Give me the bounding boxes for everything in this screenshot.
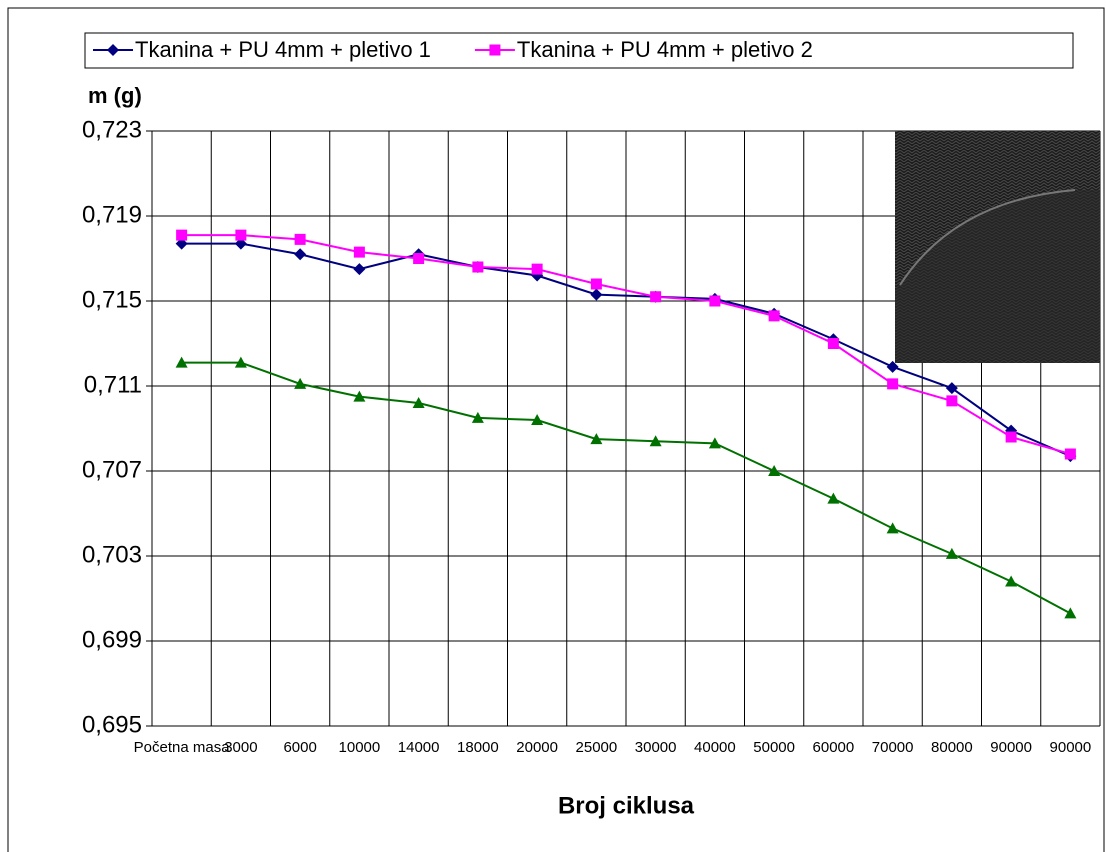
series <box>175 356 1077 619</box>
series-line <box>181 242 1071 458</box>
marker <box>294 233 306 245</box>
x-tick-label: 70000 <box>872 739 914 756</box>
series-line <box>181 234 1071 455</box>
marker <box>353 246 365 258</box>
y-tick-label: 0,715 <box>82 286 142 313</box>
marker <box>413 253 425 264</box>
marker <box>945 547 958 559</box>
x-tick-label: 10000 <box>339 739 381 756</box>
y-axis-label: m (g) <box>88 83 142 108</box>
marker <box>531 263 543 275</box>
marker <box>234 356 247 368</box>
marker <box>768 310 780 322</box>
marker <box>294 248 307 261</box>
marker <box>827 338 839 349</box>
marker <box>887 378 899 390</box>
x-tick-label: 80000 <box>931 739 973 756</box>
legend: Tkanina + PU 4mm + pletivo 1 Tkanina + PU… <box>93 37 813 62</box>
marker <box>590 433 603 445</box>
marker <box>353 263 366 276</box>
marker <box>708 437 721 449</box>
marker <box>590 278 602 290</box>
x-tick-label: 20000 <box>516 739 558 756</box>
marker <box>650 291 662 303</box>
x-tick-label: 40000 <box>694 739 736 756</box>
marker <box>489 44 501 56</box>
marker <box>1064 448 1076 460</box>
y-tick-label: 0,695 <box>82 711 142 738</box>
x-tick-label: 3000 <box>224 739 257 756</box>
series <box>176 229 1076 460</box>
x-axis-label: Broj ciklusa <box>558 792 695 819</box>
marker <box>827 492 840 504</box>
marker <box>176 229 188 241</box>
y-tick-label: 0,707 <box>82 456 142 483</box>
legend-label: Tkanina + PU 4mm + pletivo 2 <box>517 37 813 62</box>
marker <box>709 295 721 307</box>
x-tick-label: Početna masa <box>134 739 231 756</box>
marker <box>768 465 781 476</box>
marker <box>107 44 119 56</box>
y-tick-label: 0,699 <box>82 626 142 653</box>
y-tick-label: 0,703 <box>82 541 142 568</box>
y-tick-label: 0,723 <box>82 116 142 143</box>
y-tick-label: 0,719 <box>82 201 142 228</box>
marker <box>590 288 603 301</box>
legend-label: Tkanina + PU 4mm + pletivo 1 <box>135 37 431 62</box>
marker <box>945 382 958 395</box>
marker <box>649 435 662 447</box>
x-tick-label: 50000 <box>753 739 795 756</box>
legend-box <box>84 32 1074 69</box>
inset-photo <box>895 131 1100 363</box>
marker <box>472 261 484 273</box>
marker <box>175 356 188 368</box>
x-tick-label: 18000 <box>457 739 499 756</box>
marker <box>946 395 958 407</box>
series-line <box>181 361 1071 615</box>
marker <box>1005 431 1017 443</box>
marker <box>235 229 247 241</box>
marker <box>531 414 544 425</box>
marker <box>1064 607 1077 619</box>
marker <box>1005 575 1018 587</box>
plot <box>175 229 1077 619</box>
x-tick-label: 25000 <box>576 739 618 756</box>
y-tick-label: 0,711 <box>84 371 142 398</box>
marker <box>294 377 307 389</box>
marker <box>471 411 484 423</box>
x-tick-label: 30000 <box>635 739 677 756</box>
x-tick-label: 90000 <box>1050 739 1092 756</box>
marker <box>353 390 366 402</box>
x-tick-label: 6000 <box>283 739 316 756</box>
x-tick-label: 60000 <box>813 739 855 756</box>
x-tick-label: 90000 <box>990 739 1032 756</box>
marker <box>412 397 425 408</box>
x-tick-label: 14000 <box>398 739 440 756</box>
marker <box>886 522 899 534</box>
marker <box>886 360 899 373</box>
